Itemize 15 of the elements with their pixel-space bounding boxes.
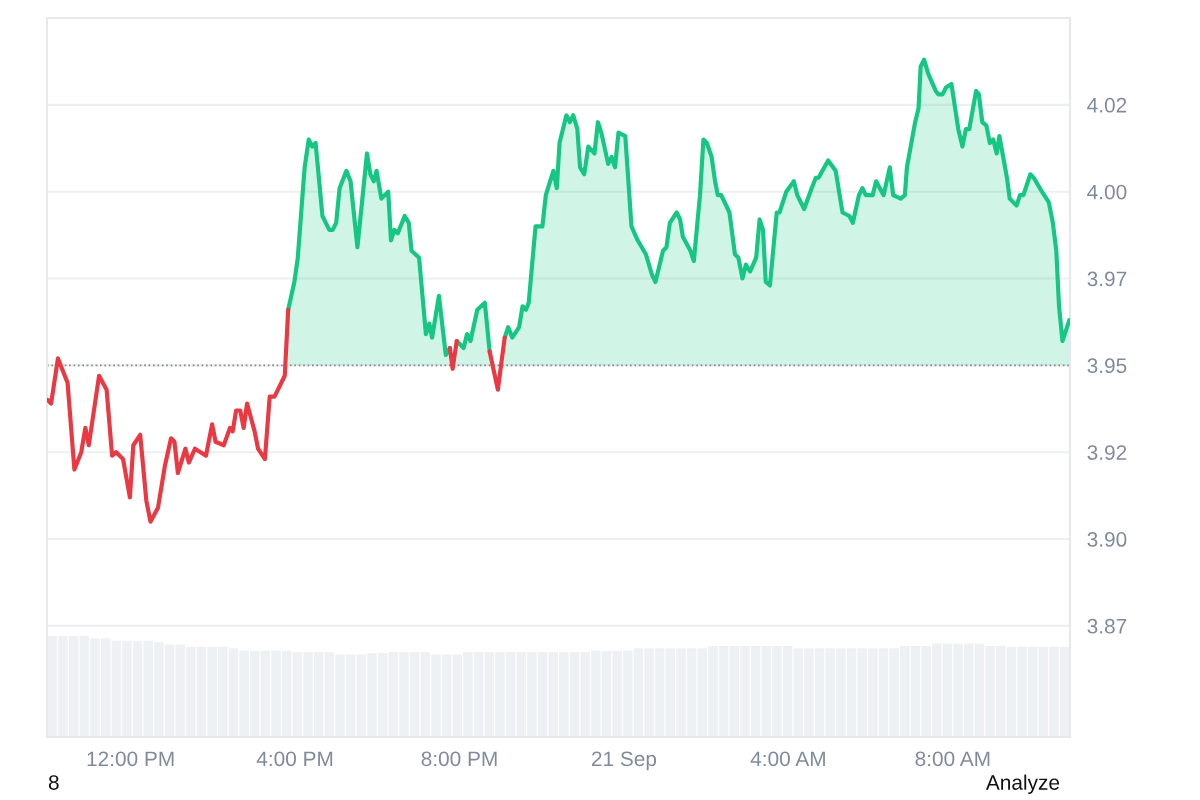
text: 8 xyxy=(48,775,59,790)
x-tick-label: 8:00 PM xyxy=(421,751,497,767)
x-tick-label: 8:00 AM xyxy=(915,751,990,767)
y-tick-label: 3.87 xyxy=(1087,618,1127,634)
y-tick-label: 3.92 xyxy=(1087,445,1127,460)
y-tick-label: 3.90 xyxy=(1087,532,1127,547)
y-tick-label: 4.02 xyxy=(1087,97,1127,113)
y-tick-label: 3.97 xyxy=(1087,271,1127,287)
x-tick-label: 4:00 PM xyxy=(256,751,333,767)
text: Analyze xyxy=(985,774,1060,794)
x-tick-label: 12:00 PM xyxy=(87,751,174,767)
y-tick-label: 3.95 xyxy=(1087,358,1127,374)
x-tick-label: 4:00 AM xyxy=(750,751,825,767)
y-tick-label: 4.00 xyxy=(1087,184,1127,200)
x-tick-label: 21 Sep xyxy=(591,751,657,771)
